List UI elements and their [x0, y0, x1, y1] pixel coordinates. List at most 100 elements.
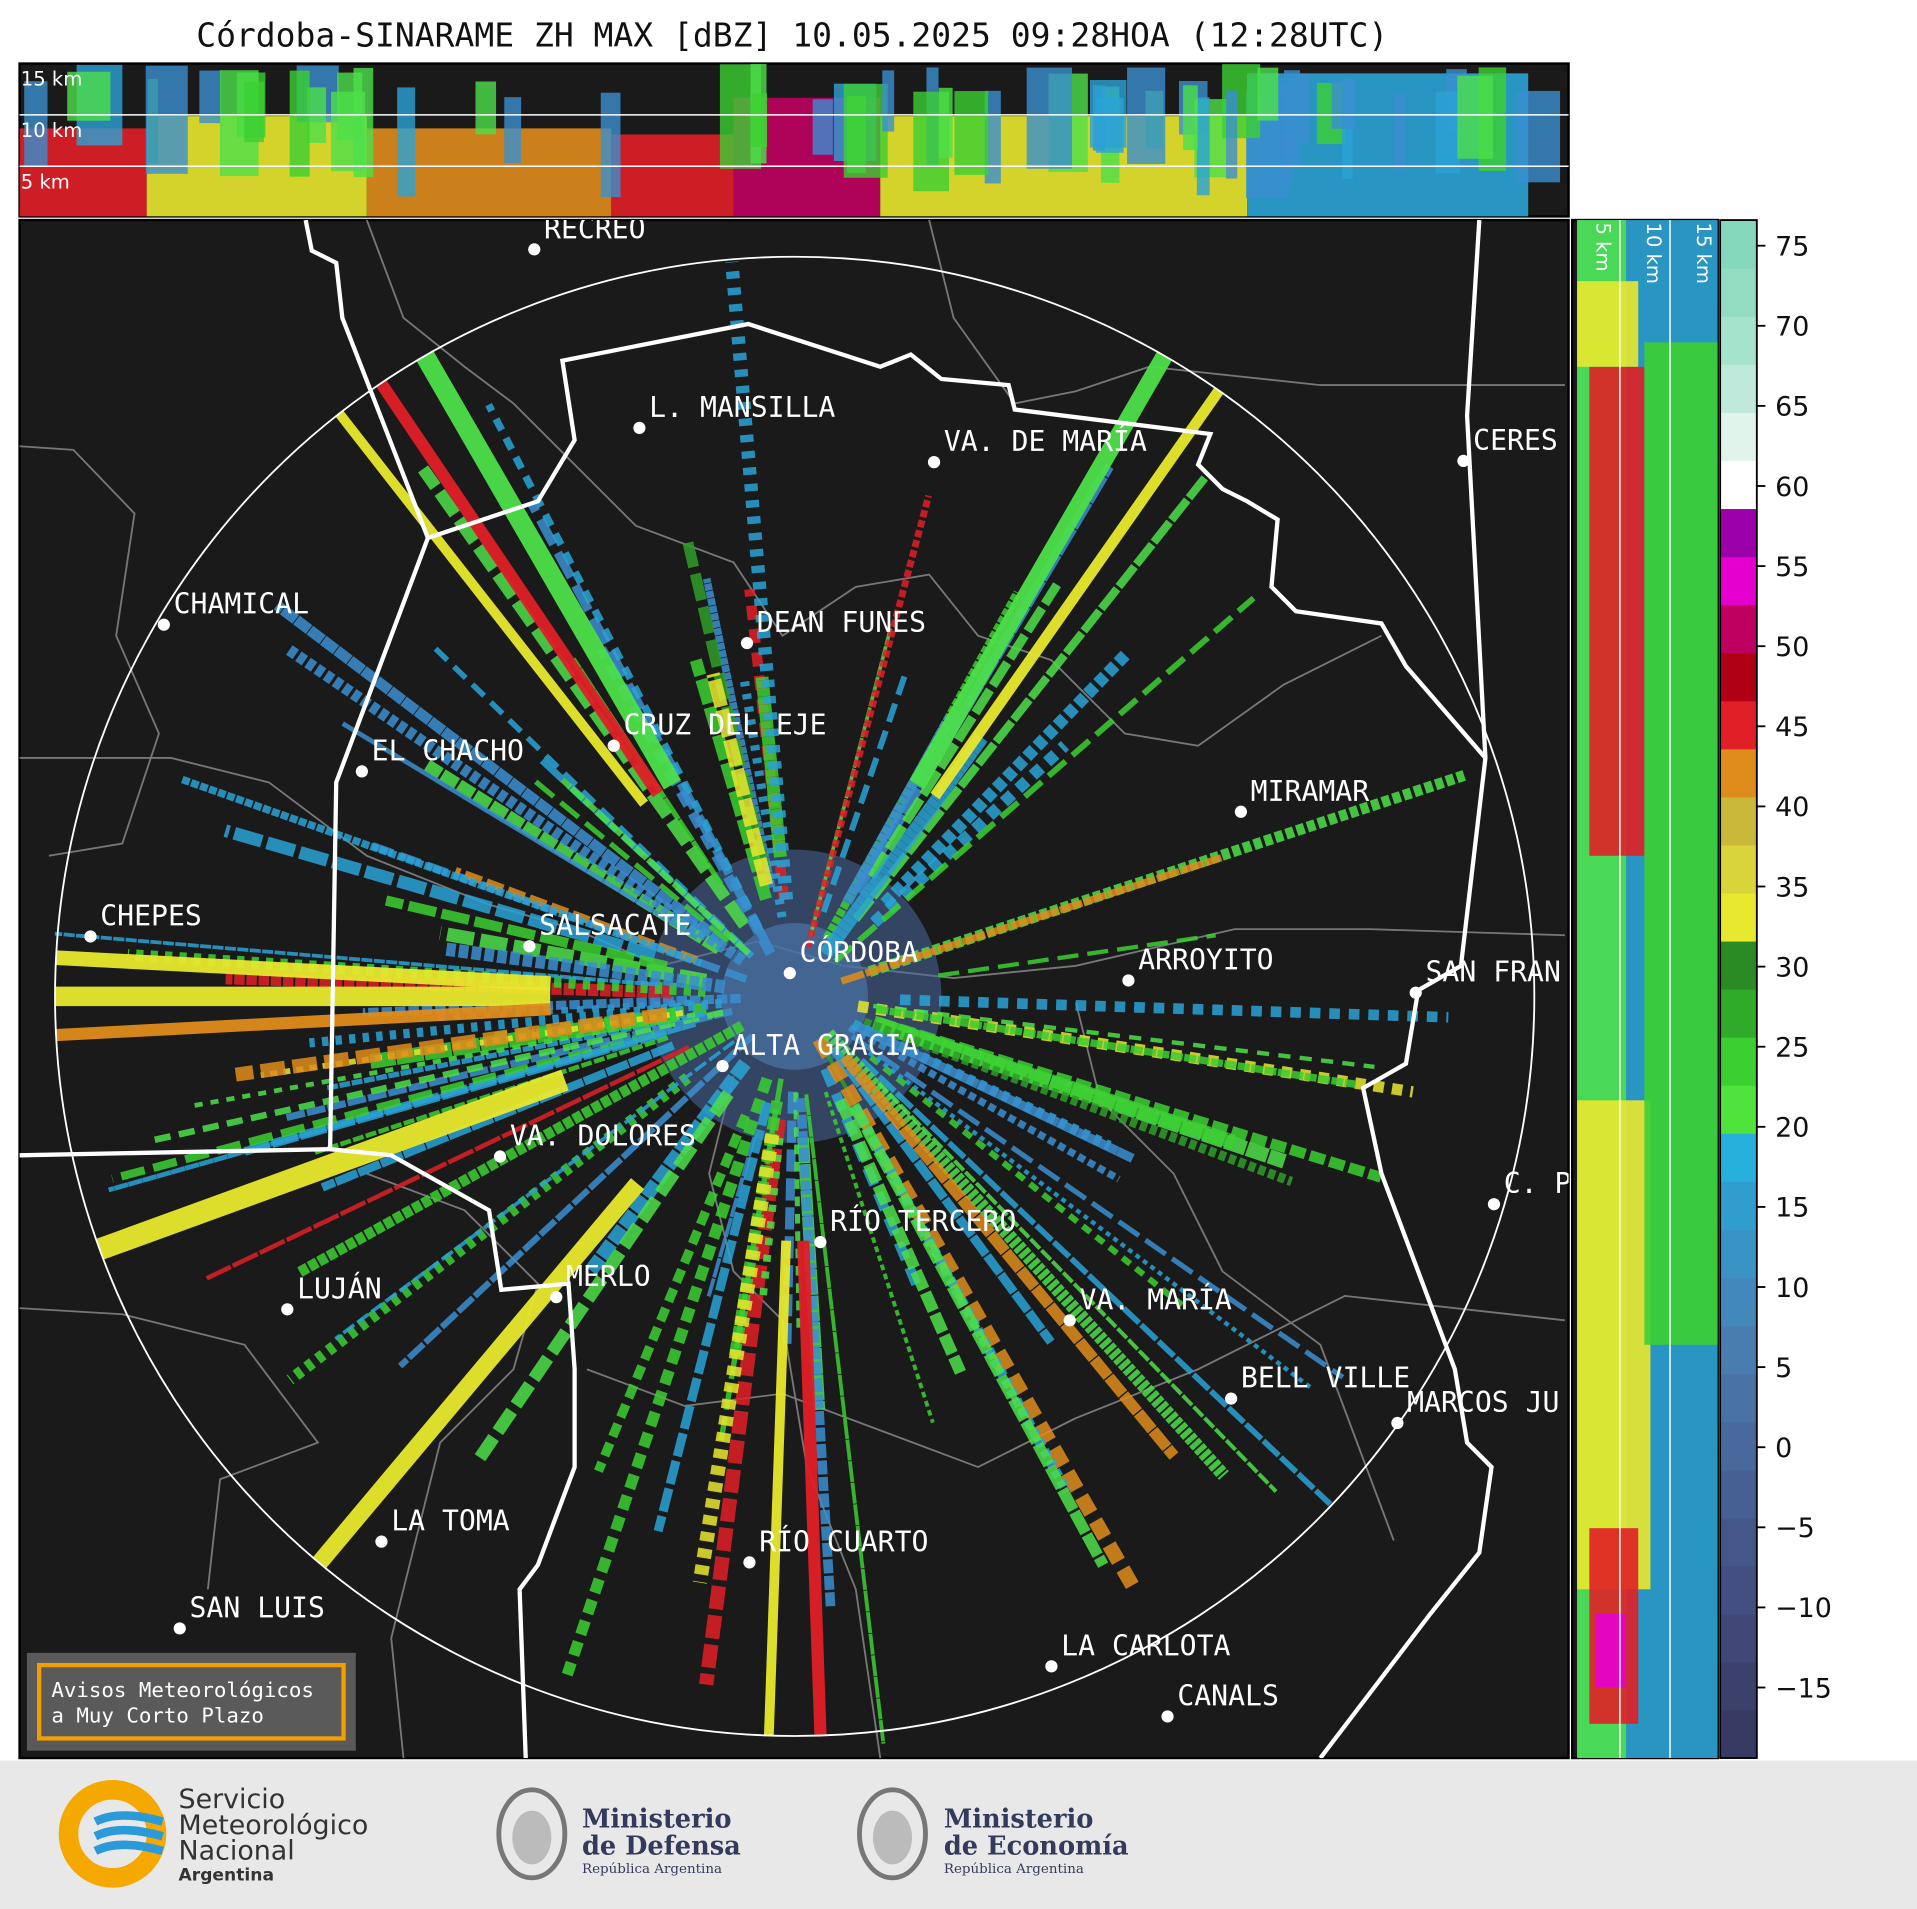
colorbar-tick-label: 40 — [1775, 792, 1809, 823]
city-marker — [633, 421, 646, 435]
echo-ray — [699, 1118, 786, 1686]
logo-emblem — [496, 1787, 568, 1881]
echo-band — [843, 83, 888, 178]
colorbar-tick-label: −10 — [1775, 1593, 1832, 1624]
echo-band — [1226, 90, 1238, 179]
district-border — [19, 445, 160, 857]
logo-text: República Argentina — [582, 1862, 722, 1877]
echo-band — [244, 81, 264, 143]
echo-ray — [823, 1029, 1229, 1480]
echo-band — [145, 65, 188, 174]
colorbar-segment — [1720, 892, 1757, 942]
colorbar-segment — [1720, 1133, 1757, 1182]
city-marker — [740, 636, 754, 650]
city-label: SAN LUIS — [190, 1591, 325, 1624]
colorbar-segment — [1720, 460, 1757, 510]
echo-ray — [95, 1069, 569, 1260]
echo-ray — [205, 1045, 690, 1281]
echo-band — [1331, 79, 1356, 129]
echo-band — [289, 70, 310, 177]
city-marker — [716, 1059, 729, 1073]
echo-ray — [234, 1007, 668, 1082]
range-ring — [54, 255, 1536, 1737]
city-labels: RECREO L. MANSILLA VA. DE MARÍA CERES CHAMIC… — [84, 212, 1572, 1723]
province-border — [329, 1147, 577, 1759]
echo-ray — [862, 1017, 1294, 1187]
city-label: SALSACATE — [539, 909, 691, 942]
city-label: RÍO CUARTO — [759, 1524, 928, 1558]
colorbar-tick-label: 70 — [1775, 312, 1809, 343]
colorbar-segment — [1720, 316, 1757, 365]
logo-text: Argentina — [179, 1865, 274, 1885]
echo-ray — [899, 994, 1449, 1023]
echo-ray — [428, 641, 744, 948]
logo-waves — [93, 1811, 164, 1856]
echo-band — [1257, 67, 1279, 121]
height-label: 10 km — [21, 119, 82, 142]
echo-ray — [596, 646, 776, 956]
echo-ray — [870, 741, 1070, 928]
colorbar-segment — [1720, 796, 1757, 846]
colorbar-tick-label: 0 — [1775, 1433, 1792, 1464]
echo-ray — [758, 1137, 784, 1304]
echo-ray — [341, 721, 699, 940]
colorbar-segment — [1720, 1709, 1757, 1759]
city-marker — [1122, 974, 1135, 987]
height-label: 15 km — [21, 68, 82, 91]
echo-ray — [285, 644, 747, 966]
colorbar-segment — [1720, 364, 1757, 413]
city-marker — [1409, 986, 1422, 999]
echo-ray — [937, 933, 1216, 978]
echo-ray — [797, 1240, 827, 1736]
district-border — [928, 220, 1565, 405]
city-marker — [550, 1291, 563, 1304]
colorbar-tick-label: 60 — [1775, 472, 1809, 503]
colorbar-segment — [1720, 1229, 1757, 1279]
echo-ray — [834, 1097, 966, 1375]
city-label: DEAN FUNES — [757, 606, 926, 639]
city-label: MIRAMAR — [1251, 775, 1370, 808]
echo-band — [1516, 90, 1561, 183]
city-label: ARROYITO — [1138, 943, 1273, 976]
notice-text: Avisos Meteorológicos — [51, 1678, 314, 1702]
city-label: RECREO — [544, 212, 646, 245]
echo-band — [1577, 1100, 1651, 1590]
colorbar-tick-label: −5 — [1775, 1513, 1815, 1544]
echo-ray — [877, 1081, 1278, 1493]
colorbar-tick-label: −15 — [1775, 1673, 1832, 1704]
city-label: VA. MARÍA — [1080, 1282, 1232, 1316]
colorbar-tick-label: 35 — [1775, 872, 1809, 903]
echo-band — [337, 72, 363, 140]
echo-ray — [859, 1057, 1333, 1507]
echo-ray — [284, 1007, 734, 1122]
city-label: CRUZ DEL EJE — [624, 709, 827, 742]
city-label: LA TOMA — [391, 1505, 510, 1538]
echo-ray — [418, 465, 750, 929]
footer-background — [0, 1760, 1917, 1909]
logo-text: Ministerio — [582, 1805, 732, 1835]
city-marker — [927, 456, 941, 469]
city-marker — [1161, 1710, 1174, 1723]
city-label: C. P — [1504, 1167, 1572, 1200]
logo-text: de Defensa — [582, 1832, 741, 1862]
echo-ray — [334, 1039, 736, 1341]
economia-logo: Ministerio de Economía República Argenti… — [857, 1787, 1129, 1881]
colorbar-tick-label: 45 — [1775, 712, 1809, 743]
echo-band — [1457, 75, 1493, 159]
city-marker — [1063, 1314, 1076, 1327]
colorbar: −15 −10 −5 0 5 10 15 20 25 30 35 40 45 50 55 60 65 70 75 — [1720, 220, 1832, 1759]
echo-ray — [474, 1090, 734, 1462]
echo-ray — [702, 577, 776, 889]
colorbar-segment — [1720, 1517, 1757, 1567]
echo-ray — [286, 1073, 692, 1385]
echo-ray — [740, 680, 787, 918]
echo-band — [1196, 97, 1210, 196]
colorbar-segment — [1720, 748, 1757, 798]
echo-ray — [840, 854, 1223, 985]
echo-ray — [423, 759, 723, 955]
colorbar-tick-label: 65 — [1775, 392, 1809, 423]
colorbar-segment — [1720, 556, 1757, 606]
colorbar-segment — [1720, 1421, 1757, 1471]
echo-ray — [692, 1133, 780, 1584]
echo-band — [1089, 79, 1127, 148]
